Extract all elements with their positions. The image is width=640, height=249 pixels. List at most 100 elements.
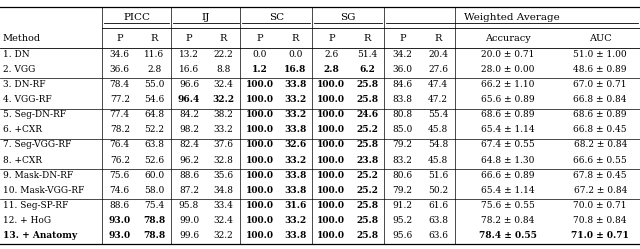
Text: 100.0: 100.0	[317, 186, 345, 195]
Text: 84.2: 84.2	[179, 110, 199, 119]
Text: 47.2: 47.2	[428, 95, 448, 104]
Text: 31.6: 31.6	[284, 201, 307, 210]
Text: 13. + Anatomy: 13. + Anatomy	[3, 231, 77, 240]
Text: 88.6: 88.6	[109, 201, 130, 210]
Text: 83.8: 83.8	[392, 95, 413, 104]
Text: Method: Method	[3, 34, 41, 43]
Text: 78.2: 78.2	[110, 125, 130, 134]
Text: 8.8: 8.8	[216, 65, 231, 74]
Text: 1.2: 1.2	[252, 65, 268, 74]
Text: 98.2: 98.2	[179, 125, 199, 134]
Text: 100.0: 100.0	[317, 110, 345, 119]
Text: R: R	[150, 34, 158, 43]
Text: 78.4 ± 0.55: 78.4 ± 0.55	[479, 231, 536, 240]
Text: R: R	[364, 34, 371, 43]
Text: 100.0: 100.0	[246, 110, 273, 119]
Text: 25.2: 25.2	[356, 125, 378, 134]
Text: 33.8: 33.8	[284, 171, 307, 180]
Text: 80.8: 80.8	[392, 110, 413, 119]
Text: 20.4: 20.4	[428, 50, 448, 59]
Text: 2.6: 2.6	[324, 50, 339, 59]
Text: 85.0: 85.0	[392, 125, 413, 134]
Text: 100.0: 100.0	[317, 80, 345, 89]
Text: R: R	[292, 34, 299, 43]
Text: 77.4: 77.4	[109, 110, 130, 119]
Text: 63.8: 63.8	[145, 140, 164, 149]
Text: 74.6: 74.6	[109, 186, 130, 195]
Text: 95.8: 95.8	[179, 201, 199, 210]
Text: 32.2: 32.2	[212, 95, 235, 104]
Text: 100.0: 100.0	[246, 125, 273, 134]
Text: 66.6 ± 0.89: 66.6 ± 0.89	[481, 171, 534, 180]
Text: 34.6: 34.6	[110, 50, 130, 59]
Text: 66.6 ± 0.55: 66.6 ± 0.55	[573, 156, 627, 165]
Text: 33.8: 33.8	[284, 125, 307, 134]
Text: 16.6: 16.6	[179, 65, 199, 74]
Text: Accuracy: Accuracy	[485, 34, 531, 43]
Text: 100.0: 100.0	[317, 171, 345, 180]
Text: P: P	[399, 34, 406, 43]
Text: 6.2: 6.2	[359, 65, 375, 74]
Text: 82.4: 82.4	[179, 140, 199, 149]
Text: SG: SG	[340, 13, 356, 22]
Text: 54.6: 54.6	[144, 95, 164, 104]
Text: 64.8: 64.8	[144, 110, 164, 119]
Text: R: R	[220, 34, 227, 43]
Text: 67.0 ± 0.71: 67.0 ± 0.71	[573, 80, 627, 89]
Text: 100.0: 100.0	[246, 201, 273, 210]
Text: 33.4: 33.4	[214, 201, 234, 210]
Text: 68.6 ± 0.89: 68.6 ± 0.89	[481, 110, 534, 119]
Text: 33.8: 33.8	[284, 231, 307, 240]
Text: 79.2: 79.2	[392, 140, 413, 149]
Text: 100.0: 100.0	[246, 171, 273, 180]
Text: 50.2: 50.2	[428, 186, 448, 195]
Text: 11. Seg-SP-RF: 11. Seg-SP-RF	[3, 201, 68, 210]
Text: 93.0: 93.0	[109, 231, 131, 240]
Text: 5. Seg-DN-RF: 5. Seg-DN-RF	[3, 110, 66, 119]
Text: 35.6: 35.6	[214, 171, 234, 180]
Text: 79.2: 79.2	[392, 186, 413, 195]
Text: 33.2: 33.2	[214, 125, 234, 134]
Text: 96.4: 96.4	[178, 95, 200, 104]
Text: 65.4 ± 1.14: 65.4 ± 1.14	[481, 125, 534, 134]
Text: 63.8: 63.8	[428, 216, 448, 225]
Text: P: P	[186, 34, 192, 43]
Text: 100.0: 100.0	[317, 125, 345, 134]
Text: 3. DN-RF: 3. DN-RF	[3, 80, 45, 89]
Text: AUC: AUC	[589, 34, 612, 43]
Text: 91.2: 91.2	[392, 201, 413, 210]
Text: 25.8: 25.8	[356, 231, 378, 240]
Text: 77.2: 77.2	[110, 95, 130, 104]
Text: 100.0: 100.0	[317, 216, 345, 225]
Text: 100.0: 100.0	[317, 95, 345, 104]
Text: 76.2: 76.2	[110, 156, 130, 165]
Text: 87.2: 87.2	[179, 186, 199, 195]
Text: 67.8 ± 0.45: 67.8 ± 0.45	[573, 171, 627, 180]
Text: 66.2 ± 1.10: 66.2 ± 1.10	[481, 80, 534, 89]
Text: 16.8: 16.8	[284, 65, 307, 74]
Text: 25.8: 25.8	[356, 140, 378, 149]
Text: 100.0: 100.0	[246, 95, 273, 104]
Text: 78.2 ± 0.84: 78.2 ± 0.84	[481, 216, 534, 225]
Text: 61.6: 61.6	[428, 201, 448, 210]
Text: 7. Seg-VGG-RF: 7. Seg-VGG-RF	[3, 140, 71, 149]
Text: 34.8: 34.8	[214, 186, 234, 195]
Text: 32.8: 32.8	[214, 156, 234, 165]
Text: 33.2: 33.2	[284, 216, 307, 225]
Text: 2.8: 2.8	[323, 65, 339, 74]
Text: 84.6: 84.6	[392, 80, 413, 89]
Text: 25.8: 25.8	[356, 95, 378, 104]
Text: 76.4: 76.4	[109, 140, 130, 149]
Text: 55.4: 55.4	[428, 110, 448, 119]
Text: 88.6: 88.6	[179, 171, 199, 180]
Text: 63.6: 63.6	[428, 231, 448, 240]
Text: 45.8: 45.8	[428, 156, 448, 165]
Text: 58.0: 58.0	[144, 186, 164, 195]
Text: 32.4: 32.4	[214, 80, 234, 89]
Text: 0.0: 0.0	[252, 50, 267, 59]
Text: 25.8: 25.8	[356, 201, 378, 210]
Text: 60.0: 60.0	[144, 171, 164, 180]
Text: 95.6: 95.6	[392, 231, 413, 240]
Text: 27.6: 27.6	[428, 65, 448, 74]
Text: 25.8: 25.8	[356, 216, 378, 225]
